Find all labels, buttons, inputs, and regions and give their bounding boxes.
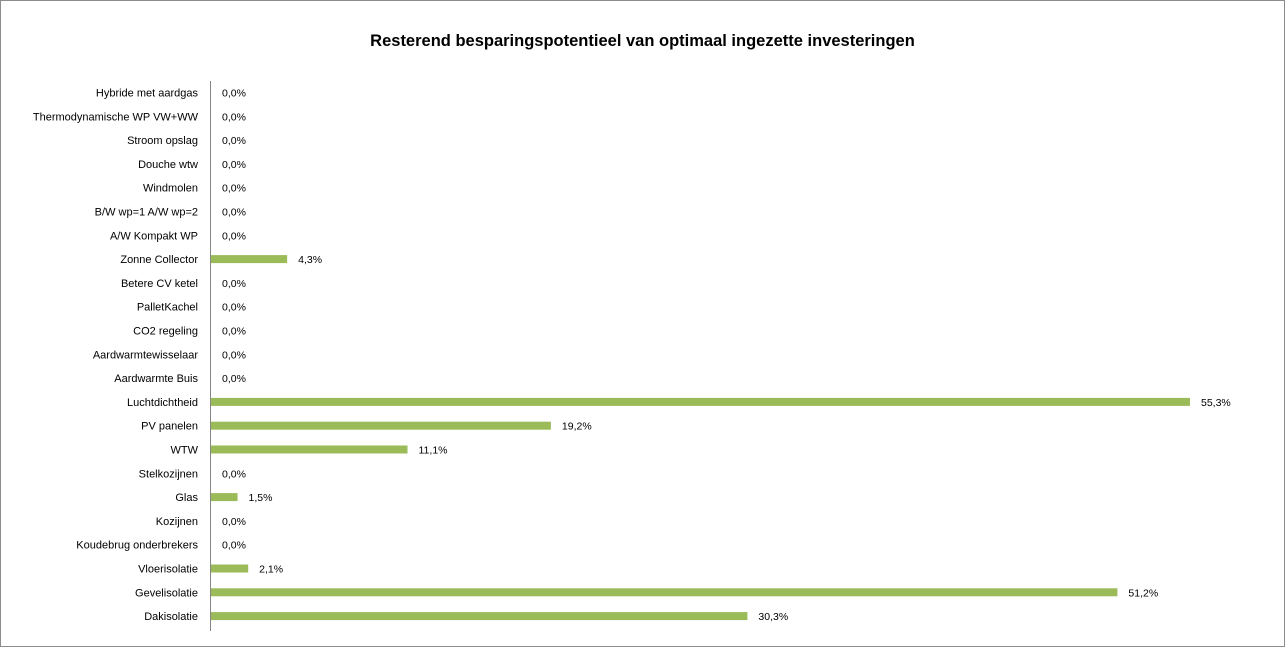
data-label: 0,0% (222, 111, 246, 123)
bar (211, 588, 1118, 597)
bar (211, 564, 249, 573)
category-label: Kozijnen (156, 516, 198, 528)
category-label: Glas (175, 492, 198, 504)
chart-title: Resterend besparingspotentieel van optim… (370, 32, 915, 50)
data-label: 4,3% (298, 254, 322, 266)
category-label: B/W wp=1 A/W wp=2 (95, 207, 198, 219)
category-label: Douche wtw (138, 159, 198, 171)
data-label: 30,3% (758, 611, 788, 623)
category-label: Zonne Collector (120, 254, 198, 266)
category-label: Hybride met aardgas (96, 88, 199, 100)
category-label: Vloerisolatie (138, 564, 198, 576)
category-label: A/W Kompakt WP (110, 230, 198, 242)
data-label: 0,0% (222, 135, 246, 147)
data-label: 1,5% (249, 492, 273, 504)
data-label: 55,3% (1201, 397, 1231, 409)
data-label: 0,0% (222, 278, 246, 290)
category-label: Aardwarmtewisselaar (93, 349, 198, 361)
data-label: 0,0% (222, 88, 246, 100)
category-label: CO2 regeling (133, 326, 198, 338)
category-label: Stelkozijnen (139, 468, 198, 480)
bar (211, 421, 551, 430)
category-label: PV panelen (141, 421, 198, 433)
data-label: 0,0% (222, 207, 246, 219)
category-label: Windmolen (143, 183, 198, 195)
data-label: 0,0% (222, 373, 246, 385)
data-label: 0,0% (222, 159, 246, 171)
bar (211, 397, 1190, 406)
category-label: Koudebrug onderbrekers (76, 540, 198, 552)
category-label: Dakisolatie (144, 611, 198, 623)
category-label: WTW (171, 445, 199, 457)
data-label: 2,1% (259, 564, 283, 576)
category-label: Gevelisolatie (135, 587, 198, 599)
category-label: Betere CV ketel (121, 278, 198, 290)
data-label: 19,2% (562, 421, 592, 433)
data-label: 51,2% (1128, 587, 1158, 599)
data-label: 0,0% (222, 349, 246, 361)
category-label: Thermodynamische WP VW+WW (33, 111, 199, 123)
category-label: Luchtdichtheid (127, 397, 198, 409)
data-label: 0,0% (222, 468, 246, 480)
data-label: 0,0% (222, 326, 246, 338)
data-label: 0,0% (222, 230, 246, 242)
bar (211, 255, 288, 264)
data-label: 0,0% (222, 183, 246, 195)
category-label: PalletKachel (137, 302, 198, 314)
data-label: 0,0% (222, 302, 246, 314)
bar (211, 493, 238, 502)
data-label: 0,0% (222, 540, 246, 552)
data-label: 0,0% (222, 516, 246, 528)
category-label: Stroom opslag (127, 135, 198, 147)
bar (211, 612, 748, 621)
data-label: 11,1% (419, 445, 448, 457)
category-label: Aardwarmte Buis (114, 373, 198, 385)
bar (211, 445, 408, 454)
